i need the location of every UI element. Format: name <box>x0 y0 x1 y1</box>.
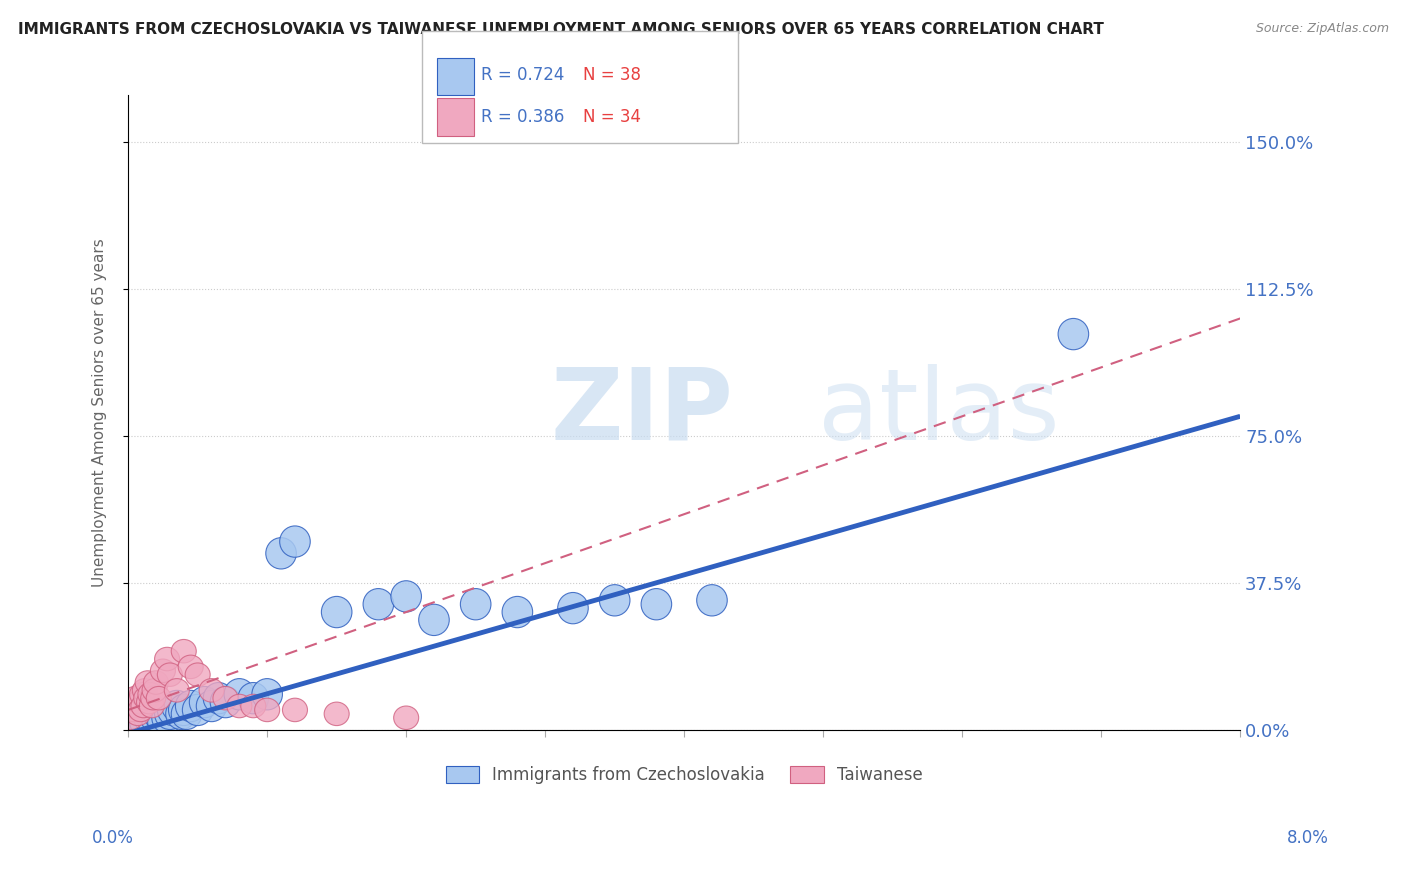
Ellipse shape <box>502 597 533 628</box>
Ellipse shape <box>322 597 352 628</box>
Ellipse shape <box>186 663 209 687</box>
Ellipse shape <box>183 694 212 725</box>
Text: Source: ZipAtlas.com: Source: ZipAtlas.com <box>1256 22 1389 36</box>
Ellipse shape <box>224 679 254 710</box>
Ellipse shape <box>166 698 197 730</box>
Ellipse shape <box>172 698 202 730</box>
Ellipse shape <box>197 690 226 722</box>
Ellipse shape <box>363 589 394 620</box>
Ellipse shape <box>226 694 252 718</box>
Ellipse shape <box>254 698 280 722</box>
Ellipse shape <box>266 538 297 569</box>
Ellipse shape <box>204 682 233 714</box>
Ellipse shape <box>127 710 157 741</box>
Ellipse shape <box>129 682 155 706</box>
Ellipse shape <box>179 655 204 679</box>
Ellipse shape <box>165 679 190 702</box>
Ellipse shape <box>240 694 266 718</box>
Ellipse shape <box>697 584 727 616</box>
Ellipse shape <box>127 690 152 714</box>
Ellipse shape <box>238 682 269 714</box>
Ellipse shape <box>558 592 588 624</box>
Ellipse shape <box>143 671 169 694</box>
Ellipse shape <box>176 690 207 722</box>
Ellipse shape <box>120 710 150 741</box>
Ellipse shape <box>599 584 630 616</box>
Ellipse shape <box>190 687 219 718</box>
Ellipse shape <box>139 694 165 718</box>
Ellipse shape <box>391 581 422 612</box>
Ellipse shape <box>128 698 153 722</box>
Ellipse shape <box>212 687 238 710</box>
Text: 0.0%: 0.0% <box>91 829 134 847</box>
Text: R = 0.386: R = 0.386 <box>481 108 564 126</box>
Ellipse shape <box>150 659 176 682</box>
Ellipse shape <box>280 526 311 558</box>
Ellipse shape <box>129 706 160 738</box>
Text: R = 0.724: R = 0.724 <box>481 66 564 84</box>
Ellipse shape <box>325 702 349 725</box>
Ellipse shape <box>157 694 188 725</box>
Ellipse shape <box>122 687 148 710</box>
Ellipse shape <box>419 604 450 635</box>
Ellipse shape <box>134 702 165 733</box>
Ellipse shape <box>157 663 183 687</box>
Ellipse shape <box>155 648 180 671</box>
Ellipse shape <box>124 694 149 718</box>
Text: N = 38: N = 38 <box>583 66 641 84</box>
Ellipse shape <box>142 679 167 702</box>
Ellipse shape <box>141 702 172 733</box>
Ellipse shape <box>141 687 166 710</box>
Ellipse shape <box>641 589 672 620</box>
Ellipse shape <box>169 694 200 725</box>
Ellipse shape <box>135 671 160 694</box>
Ellipse shape <box>152 702 183 733</box>
Ellipse shape <box>200 679 224 702</box>
Ellipse shape <box>125 702 150 725</box>
Text: IMMIGRANTS FROM CZECHOSLOVAKIA VS TAIWANESE UNEMPLOYMENT AMONG SENIORS OVER 65 Y: IMMIGRANTS FROM CZECHOSLOVAKIA VS TAIWAN… <box>18 22 1104 37</box>
Ellipse shape <box>124 706 155 738</box>
Ellipse shape <box>162 690 193 722</box>
Text: 8.0%: 8.0% <box>1286 829 1329 847</box>
Ellipse shape <box>283 698 308 722</box>
Text: atlas: atlas <box>818 364 1059 461</box>
Ellipse shape <box>209 687 240 718</box>
Ellipse shape <box>118 706 143 730</box>
Ellipse shape <box>172 640 197 663</box>
Ellipse shape <box>148 706 179 738</box>
Ellipse shape <box>1059 318 1088 350</box>
Ellipse shape <box>121 698 146 722</box>
Ellipse shape <box>394 706 419 730</box>
Ellipse shape <box>143 698 174 730</box>
Ellipse shape <box>155 698 186 730</box>
Ellipse shape <box>134 687 159 710</box>
Y-axis label: Unemployment Among Seniors over 65 years: Unemployment Among Seniors over 65 years <box>93 238 107 587</box>
Ellipse shape <box>136 690 162 714</box>
Ellipse shape <box>146 687 172 710</box>
Ellipse shape <box>460 589 491 620</box>
Legend: Immigrants from Czechoslovakia, Taiwanese: Immigrants from Czechoslovakia, Taiwanes… <box>439 759 929 791</box>
Ellipse shape <box>252 679 283 710</box>
Text: ZIP: ZIP <box>551 364 734 461</box>
Ellipse shape <box>138 706 169 738</box>
Ellipse shape <box>132 679 157 702</box>
Ellipse shape <box>138 682 163 706</box>
Ellipse shape <box>131 694 156 718</box>
Text: N = 34: N = 34 <box>583 108 641 126</box>
